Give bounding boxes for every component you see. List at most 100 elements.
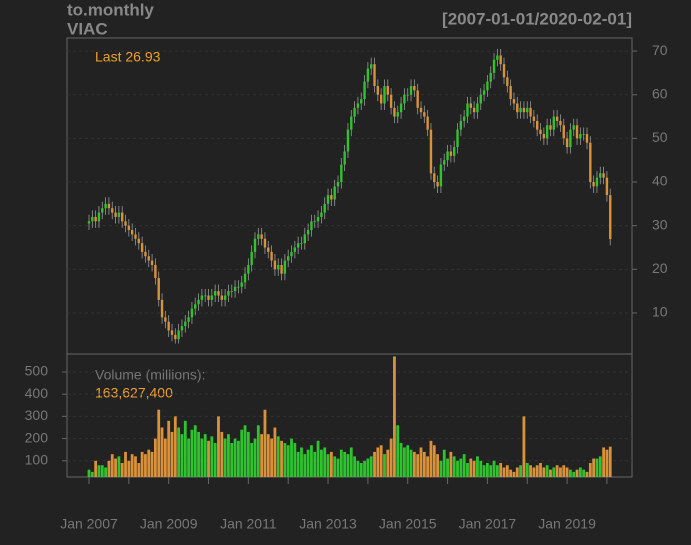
volume-bar bbox=[605, 449, 609, 477]
volume-bar bbox=[120, 463, 124, 477]
volume-bar bbox=[183, 420, 187, 477]
candle-body bbox=[263, 238, 267, 248]
volume-bar bbox=[535, 465, 539, 477]
volume-bar bbox=[505, 465, 509, 477]
candle-body bbox=[343, 151, 346, 165]
volume-bar bbox=[369, 456, 373, 477]
volume-bar bbox=[160, 427, 164, 477]
volume-bar bbox=[555, 465, 559, 477]
volume-bar bbox=[539, 463, 542, 477]
candle-body bbox=[97, 212, 101, 222]
volume-bar bbox=[187, 438, 190, 477]
volume-bar bbox=[452, 456, 456, 477]
candle-body bbox=[273, 260, 277, 270]
candle-body bbox=[157, 278, 160, 300]
candle-body bbox=[107, 203, 111, 209]
candle-body bbox=[267, 247, 270, 252]
candle-body bbox=[140, 243, 144, 252]
candle-body bbox=[416, 90, 419, 108]
volume-bar bbox=[117, 456, 121, 477]
volume-bar bbox=[446, 458, 449, 477]
candle-body bbox=[230, 291, 233, 292]
candle-body bbox=[499, 55, 502, 65]
y-tick-label: 30 bbox=[652, 216, 668, 232]
date-range: [2007-01-01/2020-02-01] bbox=[442, 9, 632, 28]
y2-tick-label: 500 bbox=[25, 363, 49, 379]
candle-body bbox=[200, 295, 204, 300]
volume-bar bbox=[163, 438, 167, 477]
volume-bar bbox=[207, 440, 210, 477]
candle-body bbox=[197, 299, 200, 305]
volume-bar bbox=[217, 416, 220, 477]
volume-bar bbox=[432, 445, 436, 477]
candle-body bbox=[453, 147, 456, 156]
volume-bar bbox=[323, 447, 327, 477]
candle-body bbox=[340, 164, 343, 183]
candle-body bbox=[223, 295, 227, 300]
volume-bar bbox=[419, 447, 423, 477]
volume-bar bbox=[243, 425, 247, 477]
volume-bar bbox=[263, 409, 267, 477]
y2-tick-label: 200 bbox=[25, 429, 49, 445]
volume-bar bbox=[429, 440, 433, 477]
candle-body bbox=[409, 86, 413, 95]
candle-body bbox=[605, 177, 609, 196]
candle-body bbox=[376, 86, 380, 95]
volume-bar bbox=[306, 449, 310, 477]
volume-bar bbox=[333, 456, 337, 477]
candle-body bbox=[446, 151, 449, 161]
candle-body bbox=[323, 203, 326, 213]
volume-bar bbox=[290, 438, 293, 477]
candle-body bbox=[462, 116, 466, 121]
candle-body bbox=[506, 77, 509, 87]
candle-body bbox=[356, 103, 360, 108]
volume-bar bbox=[283, 443, 287, 477]
candle-body bbox=[512, 99, 516, 104]
volume-bar bbox=[286, 445, 290, 477]
candle-body bbox=[300, 243, 303, 244]
volume-bar bbox=[376, 447, 380, 477]
candle-body bbox=[353, 107, 356, 117]
volume-bar bbox=[476, 456, 479, 477]
volume-bar bbox=[389, 438, 393, 477]
candle-body bbox=[419, 107, 423, 113]
candle-body bbox=[599, 173, 602, 178]
candle-body bbox=[476, 103, 479, 113]
candle-body bbox=[306, 230, 310, 235]
candle-body bbox=[154, 264, 157, 279]
volume-bar bbox=[200, 438, 204, 477]
candle-body bbox=[243, 273, 247, 283]
x-tick-label: Jan 2017 bbox=[459, 516, 517, 532]
volume-bar bbox=[326, 454, 330, 477]
candle-body bbox=[320, 212, 323, 217]
volume-bar bbox=[94, 460, 98, 477]
candle-body bbox=[589, 142, 592, 183]
volume-bar bbox=[276, 436, 280, 477]
candle-body bbox=[529, 107, 532, 117]
candle-body bbox=[486, 81, 489, 91]
volume-bar bbox=[300, 447, 303, 477]
volume-bar bbox=[316, 440, 320, 477]
candle-body bbox=[429, 129, 433, 174]
candle-body bbox=[277, 264, 280, 270]
volume-bar bbox=[512, 471, 516, 477]
candle-body bbox=[456, 129, 459, 148]
chart-subtitle: VIAC bbox=[67, 19, 108, 38]
x-tick-label: Jan 2019 bbox=[538, 516, 596, 532]
candle-body bbox=[101, 208, 104, 213]
candle-body bbox=[303, 234, 306, 244]
candle-body bbox=[565, 138, 569, 148]
candle-body bbox=[330, 195, 333, 200]
candle-body bbox=[536, 120, 539, 130]
volume-bar bbox=[210, 436, 214, 477]
candle-body bbox=[449, 151, 453, 156]
candle-body bbox=[233, 286, 237, 292]
candle-body bbox=[489, 72, 492, 82]
candle-body bbox=[167, 321, 170, 331]
volume-bar bbox=[549, 469, 552, 477]
candle-body bbox=[310, 221, 313, 231]
candle-body bbox=[210, 295, 214, 300]
candle-body bbox=[227, 291, 230, 296]
candle-body bbox=[117, 212, 121, 217]
